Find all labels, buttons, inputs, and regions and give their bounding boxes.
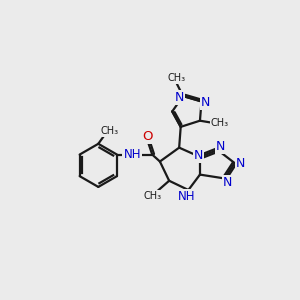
Text: CH₃: CH₃ [211,118,229,128]
Text: N: N [223,176,232,189]
Text: N: N [194,149,203,162]
Text: N: N [175,91,184,104]
Text: N: N [236,157,245,169]
Text: N: N [201,97,210,110]
Text: CH₃: CH₃ [143,191,161,201]
Text: NH: NH [123,148,141,161]
Text: CH₃: CH₃ [168,73,186,83]
Text: N: N [216,140,225,153]
Text: NH: NH [178,190,196,203]
Text: CH₃: CH₃ [100,127,118,136]
Text: O: O [142,130,153,143]
